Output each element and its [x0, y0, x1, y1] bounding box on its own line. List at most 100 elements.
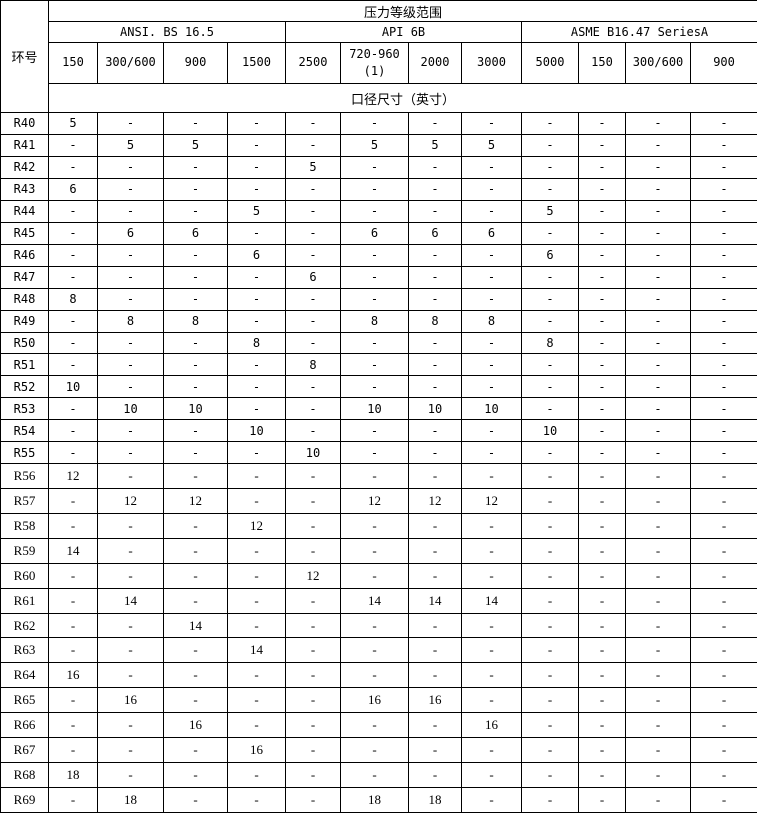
bore-size-cell: - — [97, 243, 164, 267]
bore-size-cell: 12 — [97, 488, 164, 515]
bore-size-cell: - — [521, 463, 579, 490]
bore-size-cell: - — [578, 562, 626, 589]
bore-size-cell: - — [227, 441, 286, 465]
bore-size-cell: - — [48, 133, 98, 157]
table-row: R45-6 6- -6 6 6- - - - — [0, 221, 757, 245]
bore-size-cell: 6 — [48, 177, 98, 201]
bore-size-cell: - — [625, 199, 691, 223]
bore-size-cell: - — [340, 737, 409, 763]
bore-size-cell: - — [625, 761, 691, 788]
bore-size-cell: - — [689, 712, 757, 739]
bore-size-cell: - — [48, 419, 98, 443]
bore-size-cell: - — [48, 712, 98, 739]
bore-size-cell: - — [689, 221, 757, 245]
bore-size-cell: - — [163, 662, 228, 689]
table-row: R67- - -16- - - - - - - - — [0, 737, 757, 763]
bore-size-cell: - — [285, 243, 341, 267]
ring-number-cell: R63 — [0, 637, 49, 664]
bore-size-cell: - — [408, 637, 462, 664]
bore-size-cell: - — [625, 587, 691, 614]
bore-size-cell: 6 — [408, 221, 462, 245]
ring-number-cell: R50 — [0, 331, 49, 355]
bore-size-cell: - — [48, 155, 98, 179]
bore-size-cell: - — [285, 587, 341, 614]
bore-size-cell: - — [625, 537, 691, 564]
bore-size-cell: - — [227, 662, 286, 689]
ring-number-cell: R60 — [0, 562, 49, 589]
bore-size-cell: - — [163, 687, 228, 714]
bore-size-cell: - — [227, 265, 286, 289]
bore-size-cell: - — [578, 612, 626, 639]
ring-number-cell: R67 — [0, 737, 49, 763]
bore-size-cell: - — [48, 221, 98, 245]
table-row: R66- -16- - - -16- - - - — [0, 712, 757, 739]
bore-size-cell: - — [461, 786, 522, 813]
bore-size-cell: 5 — [227, 199, 286, 223]
bore-size-cell: - — [285, 309, 341, 333]
bore-size-cell: - — [97, 112, 164, 135]
pressure-class-header: 5000 — [521, 42, 579, 84]
ring-number-cell: R58 — [0, 513, 49, 539]
bore-size-cell: - — [285, 375, 341, 399]
bore-size-cell: - — [461, 177, 522, 201]
ring-number-cell: R44 — [0, 199, 49, 223]
bore-size-cell: - — [625, 488, 691, 515]
bore-size-cell: - — [163, 155, 228, 179]
bore-size-cell: - — [48, 513, 98, 539]
bore-size-cell: - — [285, 331, 341, 355]
bore-size-cell: - — [227, 488, 286, 515]
bore-size-cell: - — [285, 287, 341, 311]
pressure-range-title: 压力等级范围 — [47, 0, 757, 22]
bore-size-cell: - — [340, 662, 409, 689]
bore-size-cell: - — [163, 786, 228, 813]
bore-size-cell: - — [163, 112, 228, 135]
bore-size-cell: - — [578, 397, 626, 421]
bore-size-cell: - — [521, 587, 579, 614]
bore-size-cell: - — [97, 287, 164, 311]
bore-size-cell: - — [625, 155, 691, 179]
bore-size-cell: - — [521, 221, 579, 245]
ring-number-cell: R49 — [0, 309, 49, 333]
bore-size-cell: - — [340, 112, 409, 135]
table-row: R69-18- - -18 18- - - - - — [0, 786, 757, 813]
bore-size-cell: - — [48, 397, 98, 421]
bore-size-cell: - — [227, 155, 286, 179]
bore-size-cell: - — [163, 287, 228, 311]
bore-size-cell: - — [340, 513, 409, 539]
bore-size-cell: - — [625, 712, 691, 739]
ring-number-cell: R43 — [0, 177, 49, 201]
bore-size-cell: - — [340, 463, 409, 490]
bore-size-cell: - — [285, 199, 341, 223]
bore-size-cell: - — [408, 513, 462, 539]
bore-size-cell: - — [340, 419, 409, 443]
bore-size-cell: - — [461, 687, 522, 714]
bore-size-cell: - — [578, 786, 626, 813]
table-row: R48 8- - - - - - - - - - - — [0, 287, 757, 311]
pressure-class-header: 900 — [689, 42, 757, 84]
bore-size-cell: - — [625, 513, 691, 539]
bore-size-cell: - — [285, 488, 341, 515]
bore-size-cell: - — [521, 513, 579, 539]
bore-size-cell: - — [227, 112, 286, 135]
bore-size-cell: - — [97, 737, 164, 763]
bore-size-cell: - — [625, 786, 691, 813]
bore-size-cell: - — [578, 419, 626, 443]
bore-size-cell: - — [521, 786, 579, 813]
bore-size-cell: - — [578, 177, 626, 201]
bore-size-cell: - — [521, 309, 579, 333]
ring-number-cell: R68 — [0, 761, 49, 788]
bore-size-cell: - — [689, 133, 757, 157]
bore-size-cell: - — [689, 112, 757, 135]
bore-size-cell: - — [340, 287, 409, 311]
bore-size-cell: 8 — [285, 353, 341, 377]
bore-size-cell: 10 — [227, 419, 286, 443]
bore-size-cell: - — [578, 761, 626, 788]
bore-size-cell: - — [285, 397, 341, 421]
bore-size-cell: - — [48, 737, 98, 763]
bore-size-cell: - — [625, 309, 691, 333]
bore-size-cell: 10 — [521, 419, 579, 443]
bore-size-cell: - — [163, 331, 228, 355]
bore-size-cell: - — [521, 612, 579, 639]
bore-size-cell: - — [689, 177, 757, 201]
bore-size-cell: 6 — [461, 221, 522, 245]
